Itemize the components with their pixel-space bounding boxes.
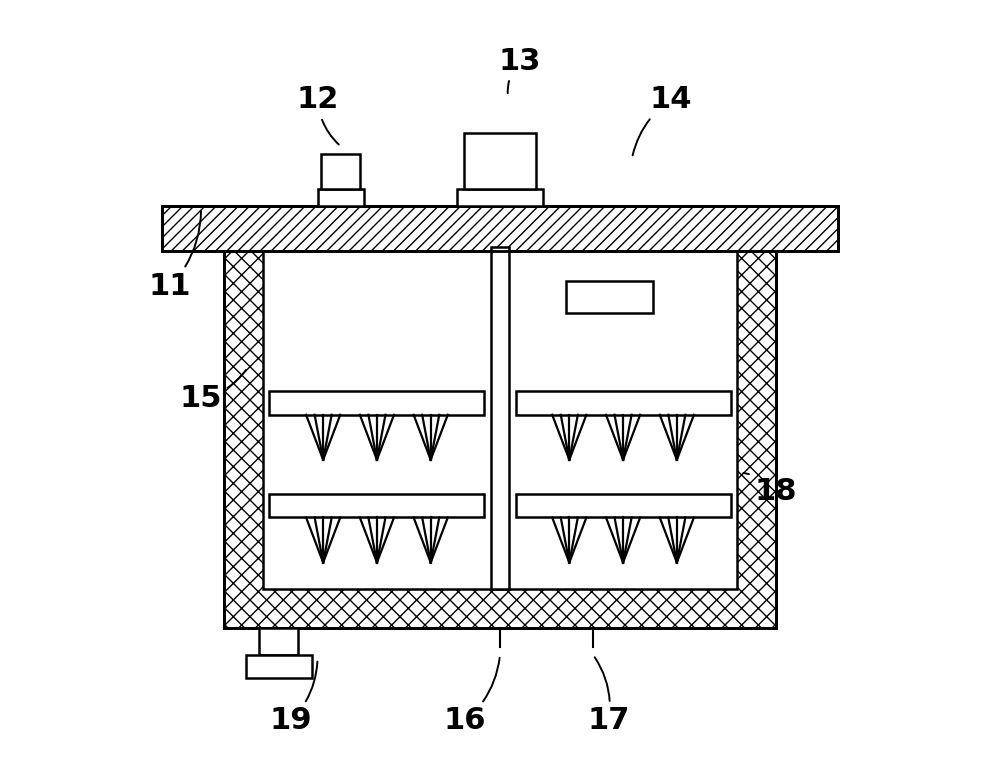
Bar	[162, 206, 838, 251]
Text: 16: 16	[444, 658, 500, 736]
Text: 11: 11	[149, 211, 201, 301]
Text: 13: 13	[498, 46, 541, 93]
Text: 14: 14	[633, 85, 692, 156]
Text: 17: 17	[588, 658, 630, 736]
Bar	[491, 247, 509, 589]
Text: 19: 19	[269, 662, 317, 736]
Text: 15: 15	[180, 370, 246, 413]
Text: 12: 12	[296, 85, 339, 145]
Bar	[224, 247, 776, 628]
Bar	[318, 189, 364, 206]
Bar	[259, 628, 298, 655]
Bar	[246, 655, 312, 678]
Text: 18: 18	[743, 473, 797, 507]
Bar	[269, 392, 484, 414]
Bar	[162, 206, 838, 251]
Bar	[516, 494, 731, 518]
Bar	[457, 189, 543, 206]
Bar	[516, 392, 731, 414]
Bar	[566, 281, 653, 314]
Bar	[321, 154, 360, 189]
Bar	[224, 247, 776, 628]
Bar	[269, 494, 484, 518]
Bar	[263, 247, 737, 589]
Bar	[263, 247, 737, 589]
Bar	[464, 133, 536, 189]
